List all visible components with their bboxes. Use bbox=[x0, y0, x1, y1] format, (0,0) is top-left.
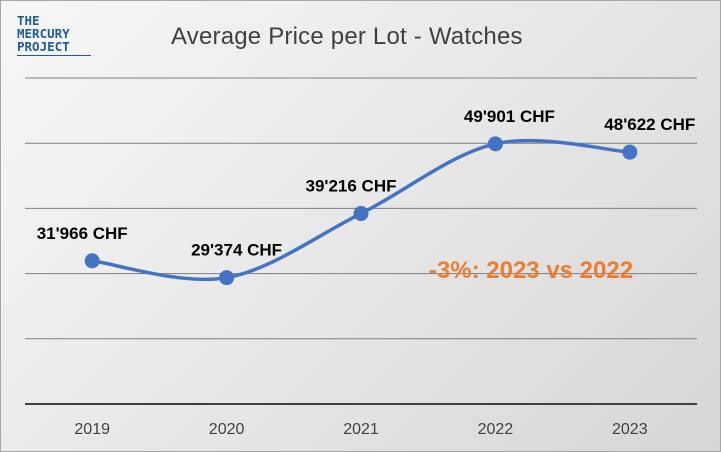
x-tick-label: 2020 bbox=[209, 421, 245, 438]
logo: THE MERCURY PROJECT bbox=[17, 14, 91, 56]
data-point bbox=[487, 136, 503, 152]
data-label: 49'901 CHF bbox=[464, 107, 555, 126]
chart-title: Average Price per Lot - Watches bbox=[171, 23, 523, 50]
data-label: 39'216 CHF bbox=[306, 177, 397, 196]
data-label: 31'966 CHF bbox=[37, 224, 128, 243]
logo-underline bbox=[17, 55, 91, 56]
data-point bbox=[353, 206, 369, 222]
logo-line-3: PROJECT bbox=[17, 39, 70, 54]
data-point bbox=[84, 253, 100, 269]
x-tick-label: 2022 bbox=[478, 421, 514, 438]
data-point bbox=[622, 144, 638, 160]
x-tick-label: 2023 bbox=[612, 421, 648, 438]
data-label: 29'374 CHF bbox=[191, 241, 282, 260]
data-point bbox=[219, 270, 235, 286]
logo-line-2: MERCURY bbox=[17, 26, 70, 41]
x-tick-label: 2019 bbox=[74, 421, 110, 438]
logo-line-1: THE bbox=[17, 13, 40, 28]
x-tick-label: 2021 bbox=[343, 421, 379, 438]
change-annotation: -3%: 2023 vs 2022 bbox=[429, 257, 633, 284]
data-label: 48'622 CHF bbox=[604, 115, 695, 134]
